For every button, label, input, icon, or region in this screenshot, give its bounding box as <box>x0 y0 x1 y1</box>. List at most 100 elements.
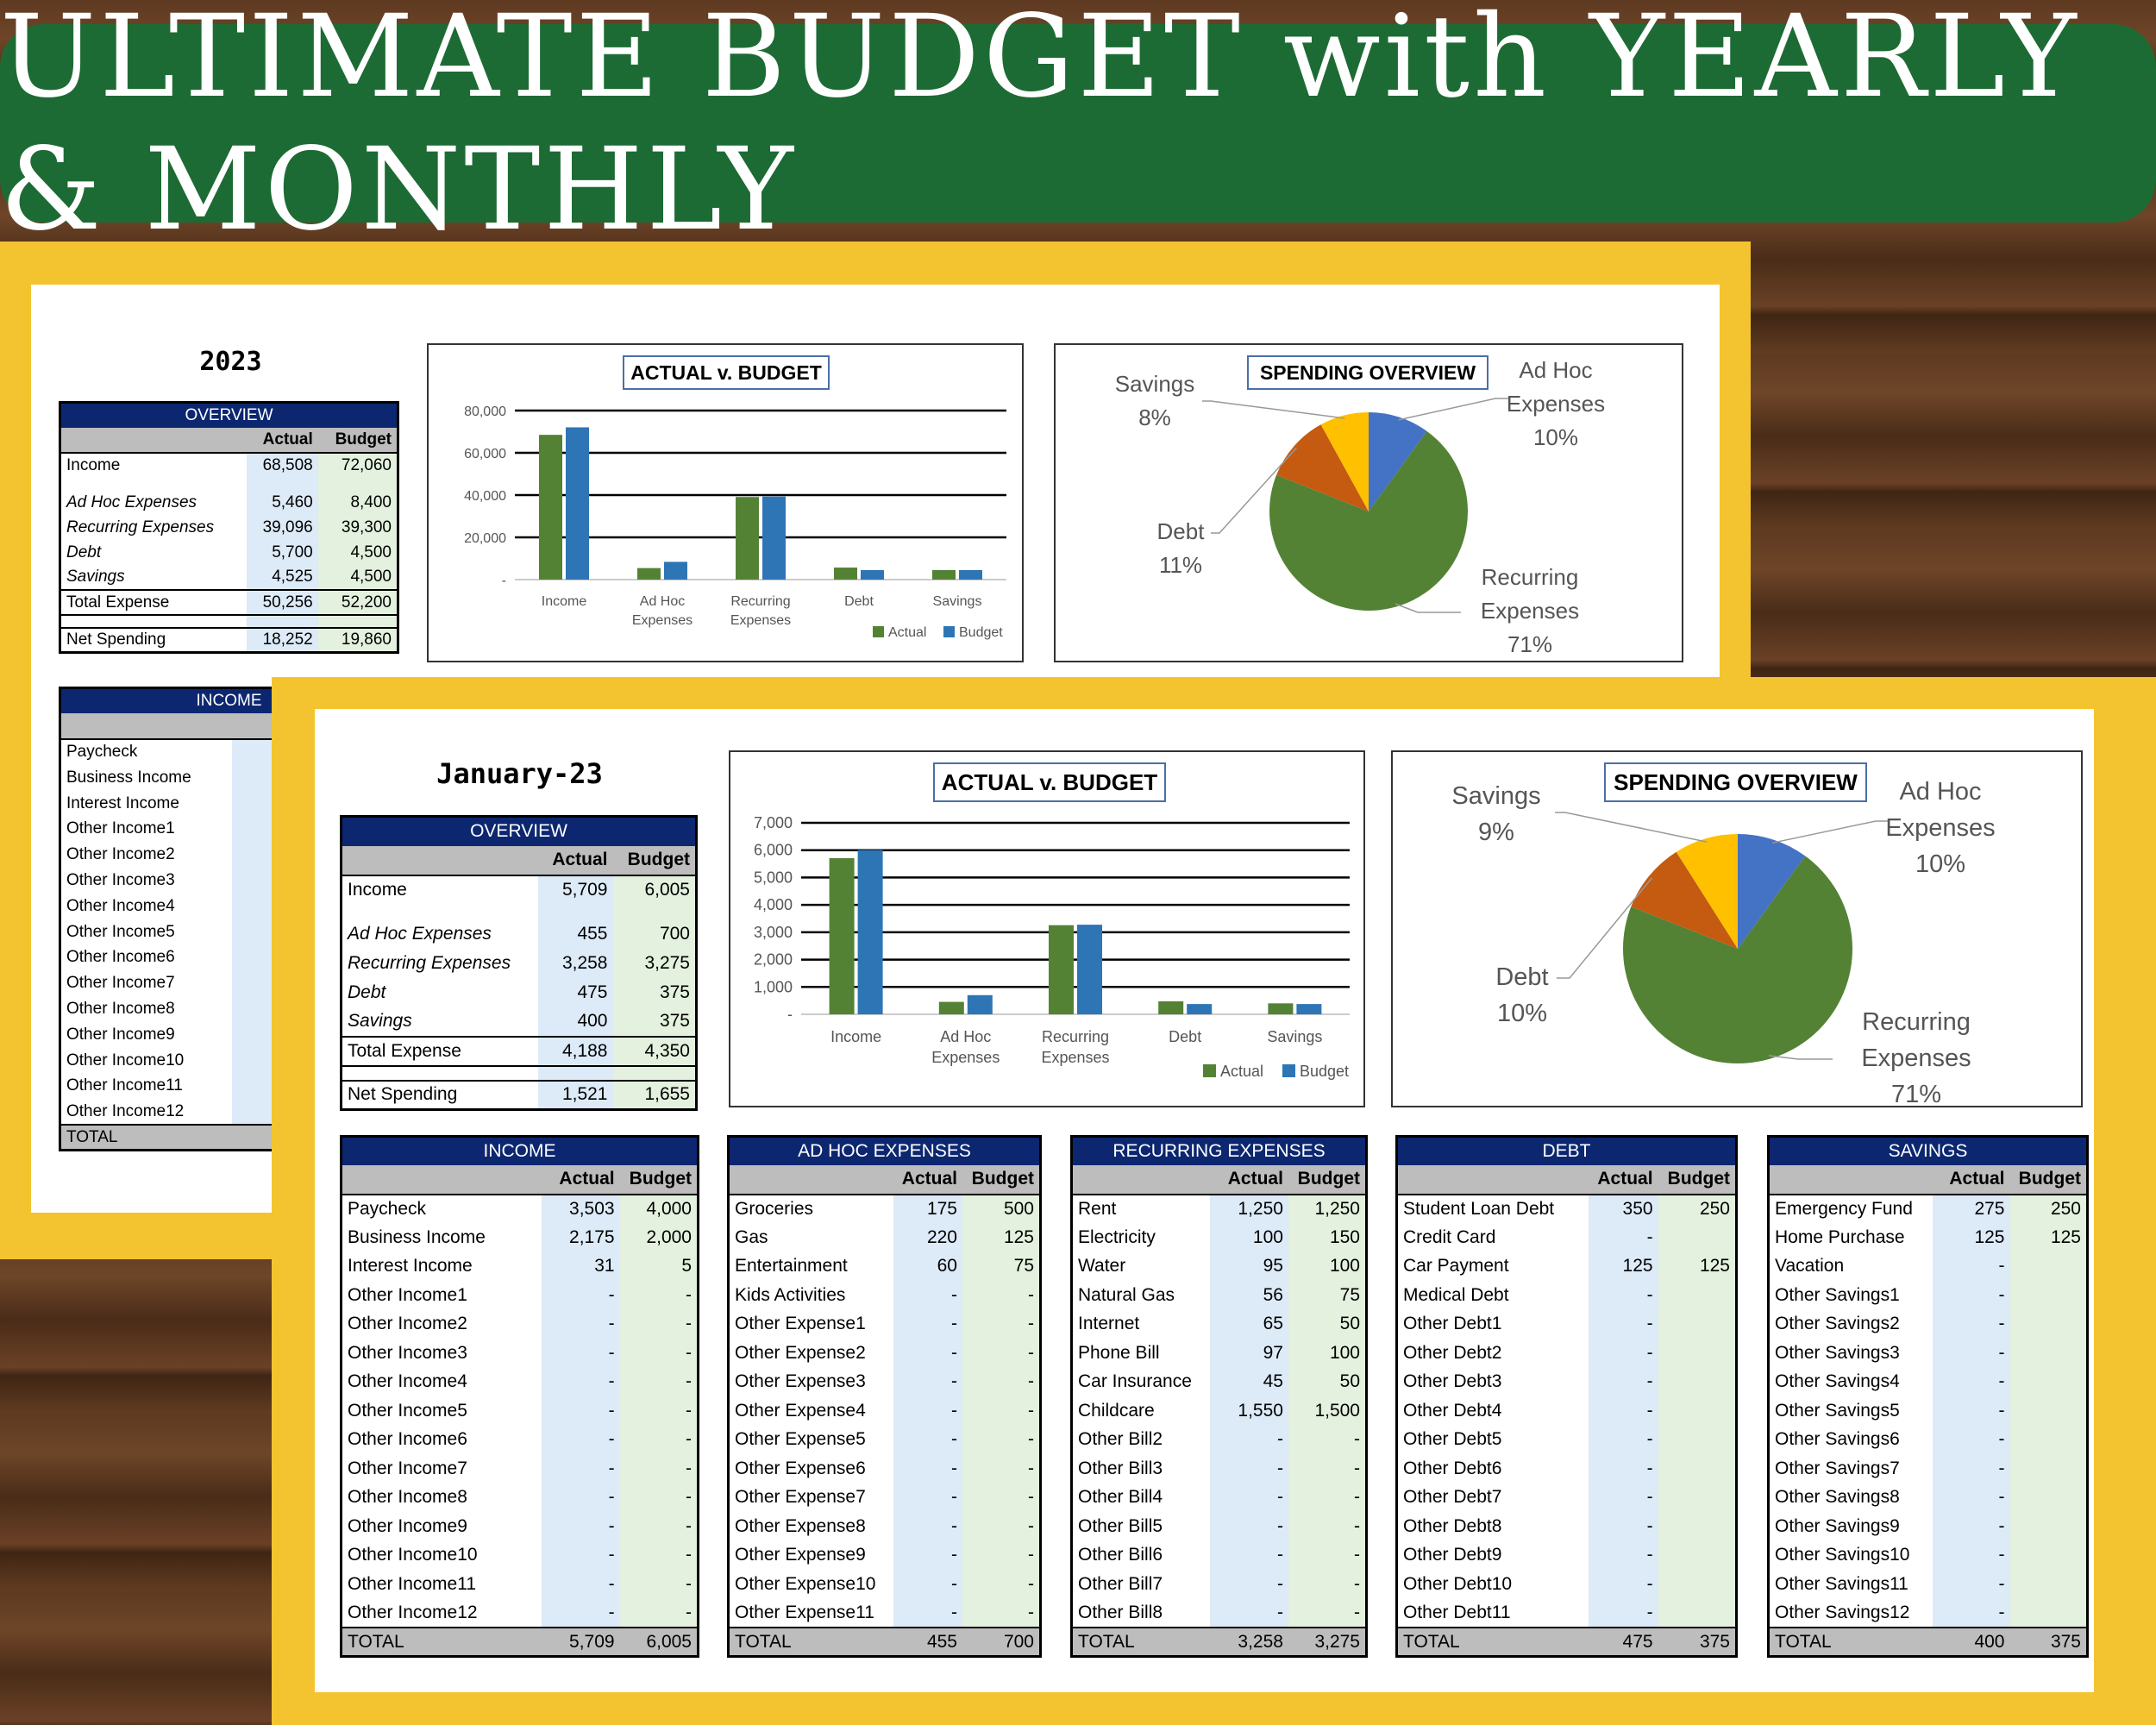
actual-value: - <box>1932 1309 2010 1339</box>
actual-value: - <box>1588 1339 1658 1368</box>
row-label: Emergency Fund <box>1775 1198 1913 1219</box>
row-label: Entertainment <box>735 1256 848 1276</box>
row-label: Interest Income <box>66 794 179 812</box>
actual-value: 475 <box>538 977 613 1007</box>
row-label: Other Income3 <box>66 870 175 889</box>
total-budget: 375 <box>1658 1627 1737 1657</box>
budget-value <box>2009 1309 2088 1339</box>
row-label: Other Income1 <box>66 819 175 838</box>
monthly-bar-chart: ACTUAL v. BUDGET - 1,000 2,000 3,000 4,000 5,… <box>729 750 1365 1107</box>
actual-value: 3,258 <box>538 948 613 978</box>
budget-value: 1,500 <box>1288 1396 1367 1426</box>
row-label: Ad Hoc Expenses <box>348 923 492 944</box>
budget-value: 50 <box>1288 1367 1367 1396</box>
blank <box>1071 1165 1211 1195</box>
pie-label-recurring: 71% <box>1507 631 1552 657</box>
legend-budget: Budget <box>1300 1063 1349 1080</box>
budget-value: - <box>962 1367 1041 1396</box>
actual-value: - <box>541 1483 620 1512</box>
budget-value: - <box>962 1396 1041 1426</box>
actual-value: 125 <box>1932 1223 2010 1252</box>
row-label: Recurring Expenses <box>348 952 511 973</box>
row-label: Gas <box>735 1226 768 1247</box>
row-label: Other Expense11 <box>735 1602 874 1622</box>
actual-value: 4,525 <box>247 565 318 590</box>
bar-actual-2 <box>736 497 759 580</box>
monthly-savings-table: SAVINGS Actual Budget Emergency Fund 275 250 H… <box>1767 1135 2089 1658</box>
row-label: Paycheck <box>348 1198 427 1219</box>
bar-budget-4 <box>959 569 982 580</box>
actual-value: 56 <box>1210 1281 1288 1310</box>
budget-value: - <box>962 1512 1041 1541</box>
bar-budget-2 <box>762 496 786 580</box>
row-label: Ad Hoc Expenses <box>66 492 197 511</box>
yearly-pie-chart-svg: Ad Hoc Expenses 10% Recurring Expenses 71% Deb… <box>1115 357 1605 657</box>
budget-value: 75 <box>1288 1281 1367 1310</box>
col-budget-header: Budget <box>1658 1165 1737 1195</box>
row-label: Other Debt7 <box>1403 1487 1502 1508</box>
row-label: Water <box>1078 1256 1126 1276</box>
blank <box>60 713 232 741</box>
row-label: Other Savings8 <box>1775 1487 1900 1508</box>
pie-label-recurring: 71% <box>1891 1081 1941 1107</box>
legend-actual: Actual <box>1220 1063 1263 1080</box>
row-label: Other Income2 <box>66 845 175 864</box>
budget-value: - <box>962 1281 1041 1310</box>
bar-actual-0 <box>829 857 855 1014</box>
x-tick-label: Recurring <box>730 594 790 609</box>
table-header: SAVINGS <box>1768 1136 2088 1165</box>
total-label: TOTAL <box>1768 1627 1933 1657</box>
actual-value: - <box>893 1339 962 1368</box>
row-label: Savings <box>348 1011 412 1031</box>
pie-label-adhoc: Expenses <box>1507 391 1605 417</box>
actual-value: - <box>1210 1570 1288 1599</box>
row-label: Groceries <box>735 1198 814 1219</box>
row-label: Other Debt1 <box>1403 1314 1502 1334</box>
row-label: Electricity <box>1078 1226 1156 1247</box>
y-tick-label: 4,000 <box>754 896 793 913</box>
actual-value: - <box>1588 1483 1658 1512</box>
bar-actual-0 <box>539 435 562 580</box>
actual-value: - <box>1932 1367 2010 1396</box>
x-tick-label: Expenses <box>1041 1049 1109 1066</box>
row-label: Other Expense4 <box>735 1400 866 1421</box>
monthly-pie-chart: SPENDING OVERVIEW Ad Hoc Expenses 10% Recur… <box>1391 750 2083 1107</box>
pie-label-adhoc: 10% <box>1915 850 1965 878</box>
actual-value: - <box>1932 1483 2010 1512</box>
gap <box>247 477 318 490</box>
gap <box>612 1064 697 1081</box>
budget-value: 125 <box>1658 1251 1737 1281</box>
yearly-overview-table: OVERVIEW Actual Budget Income 68,508 72,060 Ad… <box>59 401 399 654</box>
gap <box>60 614 248 628</box>
pie-label-recurring: Expenses <box>1481 598 1579 624</box>
actual-value: 175 <box>893 1194 962 1223</box>
row-label: Other Debt9 <box>1403 1545 1502 1565</box>
budget-value <box>2009 1281 2088 1310</box>
actual-value: 31 <box>541 1251 620 1281</box>
table-header: DEBT <box>1396 1136 1737 1165</box>
row-label: Other Income7 <box>348 1458 467 1478</box>
budget-value: 4,500 <box>317 565 398 590</box>
actual-value: - <box>1932 1512 2010 1541</box>
budget-value: 3,275 <box>612 948 697 978</box>
bar-budget-0 <box>566 427 589 580</box>
actual-value: - <box>1210 1512 1288 1541</box>
row-label: Other Income6 <box>66 948 175 967</box>
row-label: Other Income12 <box>348 1602 478 1622</box>
budget-value: 125 <box>2009 1223 2088 1252</box>
gap <box>342 905 539 919</box>
x-tick-label: Savings <box>933 594 982 609</box>
actual-value: - <box>541 1339 620 1368</box>
row-label: Savings <box>66 568 125 586</box>
actual-value: 350 <box>1588 1194 1658 1223</box>
col-actual-header: Actual <box>1210 1165 1288 1195</box>
pie-label-adhoc: Expenses <box>1885 814 1995 842</box>
y-tick-label: 6,000 <box>754 842 793 859</box>
row-label: Other Expense1 <box>735 1314 866 1334</box>
x-tick-label: Income <box>542 594 587 609</box>
monthly-adhoc-table: AD HOC EXPENSES Actual Budget Groceries 175 5… <box>727 1135 1042 1658</box>
budget-value: 4,500 <box>317 540 398 565</box>
actual-value: - <box>893 1367 962 1396</box>
gap <box>538 904 613 919</box>
budget-value <box>1658 1281 1737 1310</box>
